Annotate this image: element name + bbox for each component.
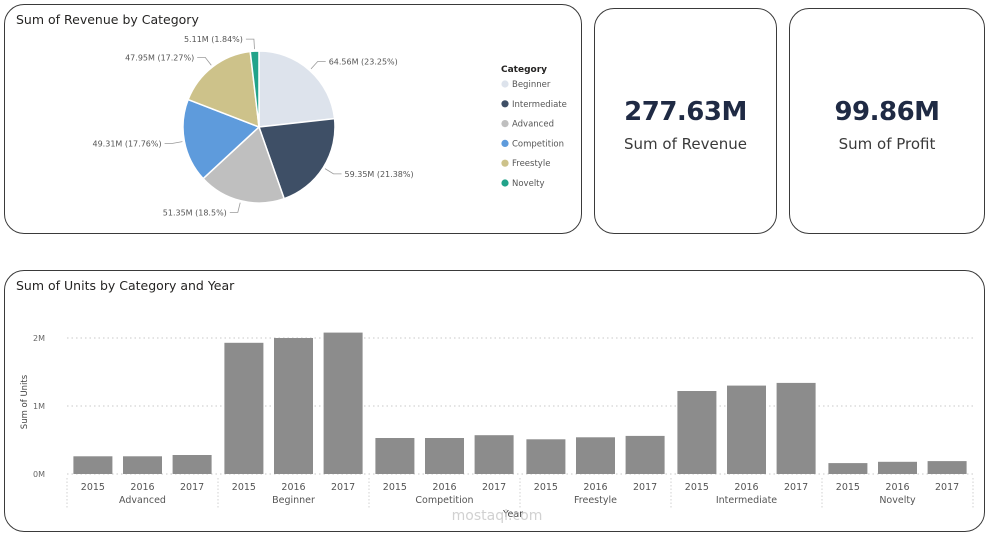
pie-slice-novelty[interactable] [249,50,260,128]
legend-marker-novelty [501,179,509,187]
x-axis-title: Year [502,509,523,520]
pie-slice-intermediate[interactable] [257,117,336,200]
units-by-category-year-card: Sum of Units by Category and Year 0M 1M 2M… [4,270,985,532]
x-tick-label-year: 2015 [81,482,105,493]
legend-title: Category [501,65,547,75]
pie-slice-advanced[interactable] [202,125,286,204]
legend-item-competition[interactable]: Competition [512,139,564,149]
x-tick-label-category-advanced: Advanced [119,495,166,506]
pie-slice-competition[interactable] [182,98,261,180]
pie-data-label-competition: 49.31M (17.76%) [93,139,162,148]
legend-marker-intermediate [501,100,509,108]
x-tick-label-year: 2016 [432,482,456,493]
x-tick-label-year: 2017 [784,482,808,493]
x-tick-label-year: 2016 [281,482,305,493]
bar-beginner-2017[interactable] [323,332,363,474]
legend-marker-freestyle [501,159,509,167]
revenue-label: Sum of Revenue [624,135,747,153]
revenue-kpi-card: 277.63M Sum of Revenue [594,8,777,234]
pie-slice-beginner[interactable] [258,50,336,128]
pie-data-label-beginner: 64.56M (23.25%) [329,58,398,67]
pie-chart-title: Sum of Revenue by Category [16,12,199,27]
pie-data-label-advanced: 51.35M (18.5%) [163,208,227,217]
pie-slice-freestyle[interactable] [187,50,260,129]
units-bar-chart[interactable]: 0M 1M 2M Sum of Units 2015 2016 2017 Advanced 20… [5,271,985,532]
x-tick-label-year: 2016 [885,482,909,493]
bar-novelty-2016[interactable] [878,461,917,474]
x-tick-label-year: 2017 [633,482,657,493]
x-tick-label-year: 2016 [734,482,758,493]
bar-beginner-2015[interactable] [224,342,264,474]
bar-intermediate-2016[interactable] [727,385,766,474]
legend-marker-beginner [501,80,509,88]
legend-item-advanced[interactable]: Advanced [512,120,554,130]
pie-leader-line-intermediate [324,168,342,175]
profit-label: Sum of Profit [838,135,936,153]
x-tick-label-category-freestyle: Freestyle [574,495,617,506]
bar-freestyle-2016[interactable] [576,437,615,474]
bar-advanced-2017[interactable] [172,455,212,474]
bar-novelty-2015[interactable] [828,463,868,474]
bar-freestyle-2017[interactable] [625,435,665,474]
pie-data-label-novelty: 5.11M (1.84%) [184,35,243,44]
x-tick-label-category-competition: Competition [415,495,473,506]
pie-leader-line-freestyle [197,57,212,66]
x-tick-label-year: 2015 [534,482,558,493]
x-tick-label-year: 2015 [232,482,256,493]
legend-item-intermediate[interactable]: Intermediate [512,100,567,110]
pie-leader-line-advanced [229,202,241,213]
legend-marker-competition [501,139,509,147]
revenue-pie-chart[interactable]: 64.56M (23.25%) 59.35M (21.38%) 51.35M (18… [5,5,582,234]
bar-advanced-2015[interactable] [73,456,113,474]
pie-leader-line-novelty [245,38,255,50]
bar-novelty-2017[interactable] [927,461,967,474]
x-tick-label-year: 2017 [331,482,355,493]
bar-competition-2017[interactable] [474,435,514,474]
pie-leader-line-beginner [310,61,326,70]
legend-item-novelty[interactable]: Novelty [512,179,545,189]
y-tick-label-1M: 1M [33,402,45,411]
bar-intermediate-2015[interactable] [677,391,717,474]
x-tick-label-year: 2017 [935,482,959,493]
pie-leader-line-competition [164,141,183,144]
bar-chart-title: Sum of Units by Category and Year [16,278,235,293]
y-tick-label-2M: 2M [33,334,45,343]
x-tick-label-year: 2017 [180,482,204,493]
profit-kpi-card: 99.86M Sum of Profit [789,8,985,234]
revenue-value: 277.63M [624,97,747,127]
bar-competition-2015[interactable] [375,438,415,474]
pie-data-label-freestyle: 47.95M (17.27%) [125,53,194,62]
x-tick-label-year: 2015 [383,482,407,493]
legend-item-beginner[interactable]: Beginner [512,80,551,90]
legend-marker-advanced [501,120,509,128]
bar-competition-2016[interactable] [425,438,464,474]
bar-intermediate-2017[interactable] [776,382,816,474]
x-tick-label-year: 2016 [130,482,154,493]
x-tick-label-year: 2017 [482,482,506,493]
x-tick-label-category-novelty: Novelty [879,495,916,506]
bar-advanced-2016[interactable] [123,456,162,474]
x-tick-label-category-intermediate: Intermediate [716,495,777,506]
watermark-text: mostaqi.com [451,508,543,524]
x-tick-label-category-beginner: Beginner [272,495,315,506]
x-tick-label-year: 2015 [685,482,709,493]
bar-freestyle-2015[interactable] [526,439,566,474]
y-tick-label-0M: 0M [33,470,45,479]
pie-data-label-intermediate: 59.35M (21.38%) [345,170,414,179]
revenue-by-category-card: Sum of Revenue by Category 64.56M (23.25… [4,4,582,234]
bar-beginner-2016[interactable] [274,338,313,474]
x-tick-label-year: 2016 [583,482,607,493]
x-tick-label-year: 2015 [836,482,860,493]
legend-item-freestyle[interactable]: Freestyle [512,159,550,169]
y-axis-title: Sum of Units [20,374,30,429]
profit-value: 99.86M [834,97,940,127]
